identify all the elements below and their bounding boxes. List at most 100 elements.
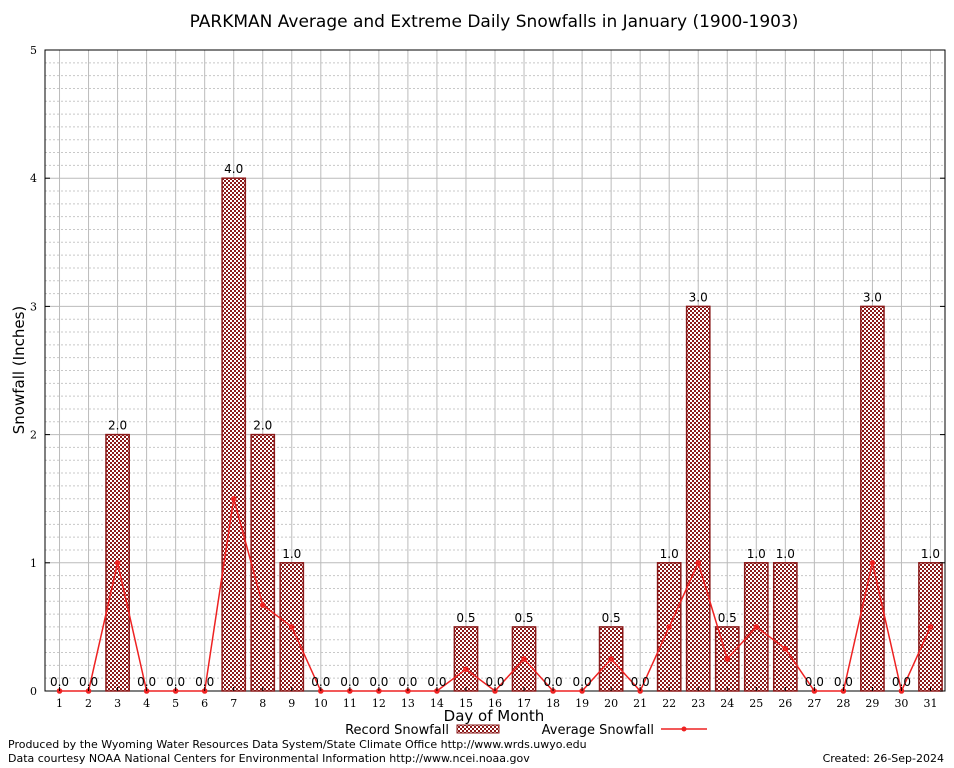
average-point — [114, 560, 121, 566]
x-tick-label: 24 — [720, 697, 734, 710]
x-tick-label: 21 — [633, 697, 647, 710]
bar-value-label: 3.0 — [689, 290, 708, 304]
x-axis-label: Day of Month — [444, 707, 545, 725]
legend-record-swatch — [456, 724, 500, 734]
bar-value-label: 0.0 — [50, 675, 69, 689]
record-bar — [221, 177, 247, 692]
average-point — [666, 624, 672, 630]
legend-record-label: Record Snowfall — [345, 723, 449, 738]
x-tick-label: 16 — [488, 697, 502, 710]
average-point — [695, 560, 702, 566]
bar-value-label: 1.0 — [776, 547, 795, 561]
bar-value-label: 0.5 — [514, 611, 533, 625]
x-tick-label: 17 — [517, 697, 531, 710]
bar-value-label: 0.0 — [369, 675, 388, 689]
x-tick-label: 5 — [172, 697, 179, 710]
x-tick-label: 3 — [114, 697, 121, 710]
x-tick-label: 20 — [604, 697, 618, 710]
x-tick-label: 7 — [230, 697, 237, 710]
y-axis-ticks: 0 1 2 3 4 5 — [30, 44, 945, 698]
x-tick-label: 30 — [894, 697, 908, 710]
average-point — [724, 656, 731, 662]
data-labels: 0.0 0.0 2.0 0.0 0.0 0.0 4.0 2.0 1.0 0.0 0.0 0.0 0.0 0… — [50, 162, 940, 689]
average-point — [869, 560, 876, 566]
bar-value-label: 0.0 — [485, 675, 504, 689]
x-tick-label: 18 — [546, 697, 560, 710]
bar-value-label: 1.0 — [282, 547, 301, 561]
average-point — [521, 656, 527, 662]
bar-value-label: 0.0 — [79, 675, 98, 689]
average-point — [927, 624, 934, 630]
average-point — [753, 624, 760, 630]
x-tick-label: 11 — [343, 697, 357, 710]
average-point — [608, 656, 614, 662]
x-tick-label: 6 — [201, 697, 208, 710]
created-date: Created: 26-Sep-2024 — [823, 752, 944, 765]
x-tick-label: 22 — [662, 697, 676, 710]
bar-value-label: 0.0 — [834, 675, 853, 689]
y-axis-label: Snowfall (Inches) — [10, 306, 28, 434]
x-tick-label: 25 — [749, 697, 763, 710]
bar-value-label: 0.5 — [456, 611, 475, 625]
bar-value-label: 0.0 — [137, 675, 156, 689]
y-tick-label: 0 — [30, 685, 37, 698]
grid — [45, 49, 945, 692]
x-tick-label: 15 — [459, 697, 473, 710]
y-tick-label: 3 — [30, 300, 37, 313]
x-tick-label: 13 — [401, 697, 415, 710]
bar-value-label: 2.0 — [108, 419, 127, 433]
x-tick-label: 31 — [923, 697, 937, 710]
bar-value-label: 0.5 — [718, 611, 737, 625]
bar-value-label: 0.0 — [311, 675, 330, 689]
bar-value-label: 0.0 — [427, 675, 446, 689]
bar-value-label: 2.0 — [253, 419, 272, 433]
x-axis-ticks: 1 2 3 4 5 6 7 8 9 10 11 12 13 14 15 16 17 18 19 20 21 22 23 24 2… — [56, 687, 937, 710]
y-tick-label: 1 — [30, 557, 37, 570]
x-tick-label: 1 — [56, 697, 63, 710]
average-point — [259, 602, 266, 608]
y-tick-label: 2 — [30, 429, 37, 442]
bar-value-label: 0.0 — [805, 675, 824, 689]
bar-value-label: 0.0 — [573, 675, 592, 689]
x-tick-label: 27 — [807, 697, 821, 710]
x-tick-label: 23 — [691, 697, 705, 710]
average-point — [463, 666, 469, 673]
x-tick-label: 4 — [143, 697, 150, 710]
average-point — [782, 645, 789, 652]
record-bar — [772, 562, 798, 692]
x-tick-label: 14 — [430, 697, 444, 710]
bar-value-label: 0.0 — [544, 675, 563, 689]
x-tick-label: 12 — [372, 697, 386, 710]
x-tick-label: 19 — [575, 697, 589, 710]
average-point — [230, 495, 237, 502]
bar-value-label: 4.0 — [224, 162, 243, 176]
bar-value-label: 0.0 — [631, 675, 650, 689]
x-tick-label: 9 — [288, 697, 295, 710]
bar-value-label: 0.0 — [398, 675, 417, 689]
x-tick-label: 26 — [778, 697, 792, 710]
credit-line-2: Data courtesy NOAA National Centers for … — [8, 752, 530, 765]
x-tick-label: 29 — [865, 697, 879, 710]
legend-average-marker — [681, 726, 687, 732]
bar-value-label: 0.0 — [195, 675, 214, 689]
y-tick-label: 5 — [30, 44, 37, 57]
legend: Record Snowfall Average Snowfall — [345, 723, 707, 738]
y-tick-label: 4 — [30, 172, 37, 185]
bar-value-label: 3.0 — [863, 290, 882, 304]
x-tick-label: 10 — [314, 697, 328, 710]
record-bar — [250, 433, 276, 692]
x-tick-label: 28 — [836, 697, 850, 710]
bar-value-label: 1.0 — [921, 547, 940, 561]
bar-value-label: 1.0 — [747, 547, 766, 561]
legend-average-label: Average Snowfall — [542, 723, 654, 738]
record-bar — [860, 305, 885, 692]
bar-value-label: 0.5 — [602, 611, 621, 625]
bar-value-label: 0.0 — [166, 675, 185, 689]
x-tick-label: 8 — [259, 697, 266, 710]
bar-value-label: 1.0 — [660, 547, 679, 561]
record-bar — [685, 305, 711, 692]
chart-title: PARKMAN Average and Extreme Daily Snowfa… — [190, 12, 799, 32]
bar-value-label: 0.0 — [340, 675, 359, 689]
record-bar — [453, 626, 479, 692]
